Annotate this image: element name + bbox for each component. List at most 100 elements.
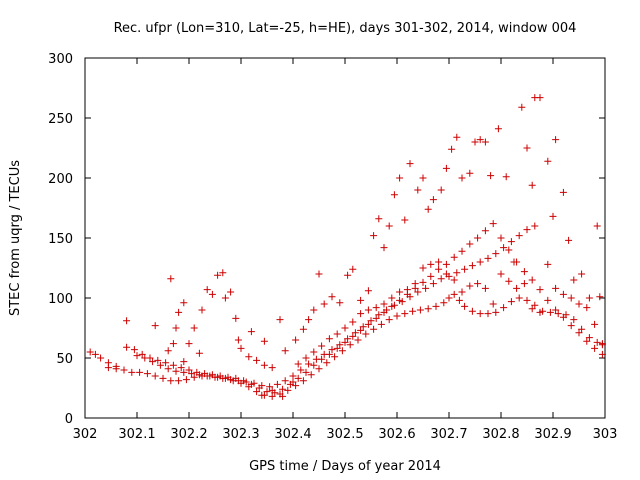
- data-point: [268, 386, 276, 394]
- data-point: [510, 258, 518, 266]
- data-point: [123, 343, 131, 351]
- data-point: [372, 314, 380, 322]
- data-point: [484, 310, 492, 318]
- data-point: [505, 246, 513, 254]
- data-point: [507, 238, 515, 246]
- data-point: [520, 280, 528, 288]
- data-point: [419, 174, 427, 182]
- data-point: [502, 173, 510, 181]
- data-point: [474, 280, 482, 288]
- data-point: [268, 364, 276, 372]
- y-tick-label: 150: [48, 232, 73, 247]
- data-point: [544, 260, 552, 268]
- data-point: [390, 191, 398, 199]
- data-point: [489, 220, 497, 228]
- data-point: [310, 361, 318, 369]
- data-point: [411, 280, 419, 288]
- data-point: [403, 286, 411, 294]
- data-point: [424, 205, 432, 213]
- data-point: [593, 222, 601, 230]
- data-point: [268, 392, 276, 400]
- data-point: [523, 144, 531, 152]
- data-point: [481, 227, 489, 235]
- x-axis-label: GPS time / Days of year 2014: [249, 459, 441, 474]
- data-point: [292, 336, 300, 344]
- data-point: [273, 380, 281, 388]
- data-point: [320, 300, 328, 308]
- data-point: [567, 294, 575, 302]
- data-point: [190, 324, 198, 332]
- data-point: [409, 307, 417, 315]
- data-point: [198, 306, 206, 314]
- data-point: [466, 169, 474, 177]
- data-point: [323, 359, 331, 367]
- data-point: [585, 294, 593, 302]
- data-point: [450, 276, 458, 284]
- data-point: [401, 310, 409, 318]
- data-point: [578, 325, 586, 333]
- data-point: [489, 300, 497, 308]
- data-point: [505, 277, 513, 285]
- axis-ticks: 302 302.1 302.2 302.3 302.4 302.5 302.6 302.7 30…: [48, 52, 617, 442]
- data-point: [414, 288, 422, 296]
- data-point: [396, 288, 404, 296]
- data-point: [354, 336, 362, 344]
- data-point: [325, 335, 333, 343]
- data-point: [338, 347, 346, 355]
- data-point: [492, 250, 500, 258]
- data-point: [414, 186, 422, 194]
- data-point: [357, 326, 365, 334]
- data-point: [575, 329, 583, 337]
- data-point: [182, 376, 190, 384]
- data-point: [385, 222, 393, 230]
- data-point: [247, 328, 255, 336]
- x-tick-label: 302.8: [482, 427, 519, 442]
- data-point: [552, 306, 560, 314]
- data-point: [401, 216, 409, 224]
- data-point: [237, 344, 245, 352]
- data-point: [528, 181, 536, 189]
- data-point: [263, 388, 271, 396]
- data-point: [336, 341, 344, 349]
- data-point: [546, 308, 554, 316]
- data-point: [450, 253, 458, 261]
- plot-frame: [84, 57, 606, 419]
- data-point: [328, 346, 336, 354]
- data-point: [370, 325, 378, 333]
- data-point: [419, 278, 427, 286]
- data-point: [427, 260, 435, 268]
- data-point: [591, 344, 599, 352]
- data-point: [383, 306, 391, 314]
- data-point: [484, 254, 492, 262]
- data-point: [474, 234, 482, 242]
- data-point: [294, 374, 302, 382]
- data-point: [351, 329, 359, 337]
- data-point: [281, 377, 289, 385]
- data-point: [476, 136, 484, 144]
- data-point: [518, 103, 526, 111]
- data-point: [583, 304, 591, 312]
- data-point: [284, 386, 292, 394]
- data-point: [279, 392, 287, 400]
- data-point: [276, 316, 284, 324]
- data-point: [585, 334, 593, 342]
- data-point: [531, 222, 539, 230]
- data-point: [289, 372, 297, 380]
- x-tick-label: 302.6: [378, 427, 415, 442]
- data-point: [466, 282, 474, 290]
- chart-title: Rec. ufpr (Lon=310, Lat=-25, h=HE), days…: [114, 21, 577, 36]
- data-point: [427, 272, 435, 280]
- data-point: [528, 276, 536, 284]
- data-point: [458, 174, 466, 182]
- data-point: [559, 188, 567, 196]
- data-point: [167, 377, 175, 385]
- data-point: [97, 354, 105, 362]
- data-point: [169, 340, 177, 348]
- data-point: [333, 344, 341, 352]
- data-point: [507, 298, 515, 306]
- data-point: [536, 94, 544, 102]
- data-point: [172, 367, 180, 375]
- data-point: [440, 299, 448, 307]
- data-point: [536, 308, 544, 316]
